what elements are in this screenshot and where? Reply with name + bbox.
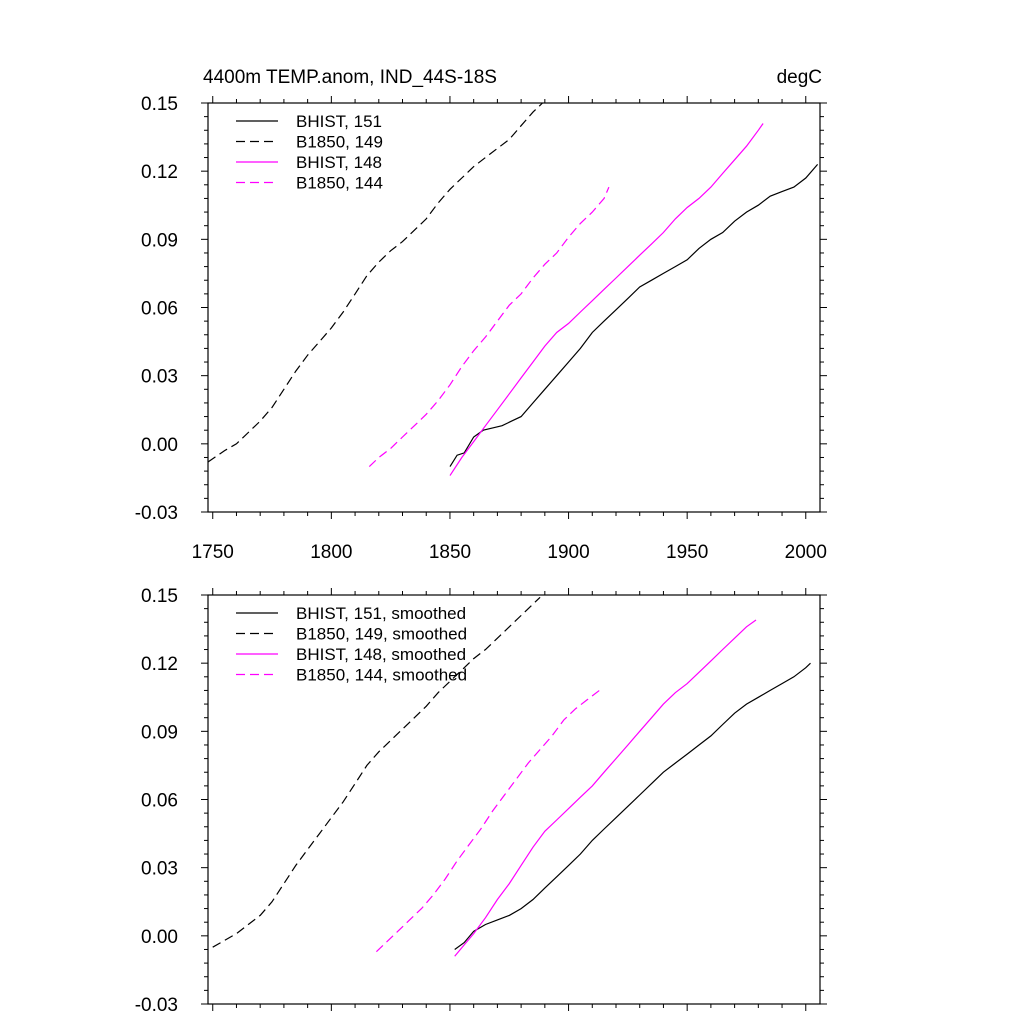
title-right-units: degC <box>777 67 822 88</box>
legend-label: B1850, 149 <box>296 133 383 152</box>
y-tick-label: 0.09 <box>141 722 178 743</box>
y-tick-label: 0.03 <box>141 367 178 388</box>
series-line <box>375 689 600 953</box>
series-line <box>449 164 819 467</box>
y-tick-label: 0.06 <box>141 791 178 812</box>
bottom-panel: -0.03 0.00 0.03 0.06 0.09 0.12 0.15 BHIST, 151,… <box>135 586 827 1016</box>
legend-label: BHIST, 151, smoothed <box>296 604 466 623</box>
y-tick-label: 0.12 <box>141 162 178 183</box>
series-line <box>368 186 610 468</box>
x-tick-label: 1800 <box>310 542 352 563</box>
y-tick-label: 0.06 <box>141 299 178 320</box>
legend-label: B1850, 149, smoothed <box>296 625 467 644</box>
top-panel: 4400m TEMP.anom, IND_44S-18S degC -0.03 0… <box>135 67 827 563</box>
x-tick-label: 2000 <box>785 542 827 563</box>
series-line <box>454 619 757 957</box>
y-tick-label: 0.15 <box>141 94 178 115</box>
y-tick-label: 0.09 <box>141 230 178 251</box>
legend-label: BHIST, 151 <box>296 112 382 131</box>
legend-label: B1850, 144 <box>296 174 383 193</box>
series-line <box>212 596 541 948</box>
y-tick-label: 0.15 <box>141 586 178 607</box>
x-tick-label: 1950 <box>666 542 708 563</box>
legend-label: B1850, 144, smoothed <box>296 666 467 685</box>
y-tick-label: -0.03 <box>135 503 178 524</box>
y-tick-label: 0.03 <box>141 859 178 880</box>
legend-label: BHIST, 148 <box>296 153 382 172</box>
y-tick-label: 0.00 <box>141 435 178 456</box>
series-line <box>449 123 764 476</box>
y-tick-label: 0.00 <box>141 927 178 948</box>
series-line <box>454 662 811 950</box>
title-left: 4400m TEMP.anom, IND_44S-18S <box>203 67 497 88</box>
x-tick-label: 1850 <box>429 542 471 563</box>
legend-label: BHIST, 148, smoothed <box>296 645 466 664</box>
y-tick-label: 0.12 <box>141 654 178 675</box>
x-tick-label: 1900 <box>547 542 589 563</box>
x-tick-label: 1750 <box>192 542 234 563</box>
y-tick-label: -0.03 <box>135 995 178 1016</box>
series-line <box>208 103 543 463</box>
